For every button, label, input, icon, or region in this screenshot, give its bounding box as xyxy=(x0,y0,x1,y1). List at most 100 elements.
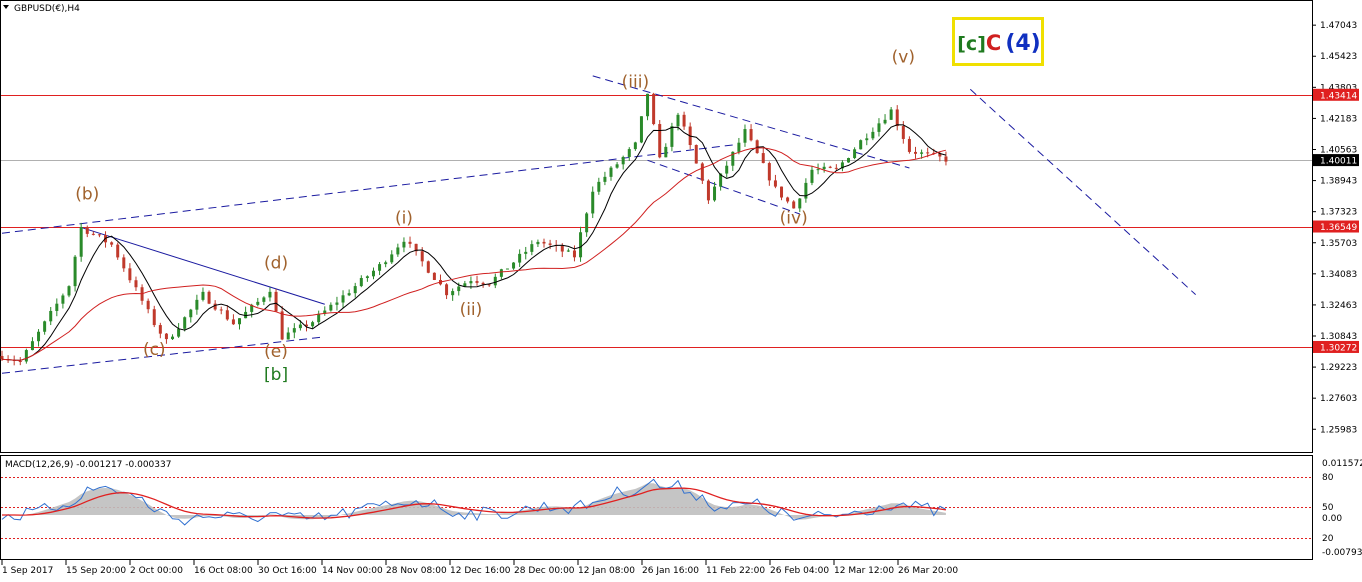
candle-body xyxy=(914,151,917,154)
candle-body xyxy=(244,311,248,319)
candle-body xyxy=(780,186,784,198)
candle-body xyxy=(694,145,698,164)
macd-indicator: 0.011572 80 500.00 20 -0.007936 xyxy=(1,459,1362,558)
candle-body xyxy=(566,250,570,252)
candle-body xyxy=(451,291,455,296)
candle-body xyxy=(804,182,808,199)
candle-body xyxy=(767,163,771,181)
candle-body xyxy=(840,162,844,169)
candles xyxy=(0,92,948,366)
candle-body xyxy=(743,129,747,143)
candle-body xyxy=(225,310,229,320)
macd-tick-label: 50 xyxy=(1322,503,1334,513)
wave-box-part2: C xyxy=(986,31,1001,55)
price-badge xyxy=(1313,340,1359,353)
candle-body xyxy=(597,181,601,192)
candle-body xyxy=(548,243,552,245)
candle-body xyxy=(475,281,479,283)
candle-body xyxy=(646,93,650,117)
wave-label: (i) xyxy=(395,209,413,229)
candle-body xyxy=(572,250,576,258)
candle-body xyxy=(907,138,911,152)
candle-body xyxy=(55,303,59,311)
candle-body xyxy=(542,241,546,244)
candle-body xyxy=(231,319,235,325)
trendline xyxy=(81,226,325,305)
candle-body xyxy=(499,269,503,277)
time-tick-label: 12 Dec 16:00 xyxy=(450,566,511,576)
candle-body xyxy=(390,254,394,263)
candle-body xyxy=(97,234,101,236)
time-tick-label: 12 Mar 12:00 xyxy=(834,566,894,576)
time-tick-label: 2 Oct 00:00 xyxy=(130,566,183,576)
candle-body xyxy=(158,325,162,334)
price-badge xyxy=(1313,154,1359,167)
candle-body xyxy=(286,332,290,340)
candle-body xyxy=(737,142,741,152)
time-tick-label: 28 Dec 00:00 xyxy=(514,566,575,576)
wave-box-part3: (4) xyxy=(1005,31,1040,56)
wave-label: (d) xyxy=(264,254,288,274)
candle-body xyxy=(810,169,814,183)
price-tick-label: 1.47043 xyxy=(1320,21,1357,31)
candle-body xyxy=(536,241,540,245)
candle-body xyxy=(116,244,120,258)
macd-tick-label: 0.00 xyxy=(1322,514,1342,524)
candle-body xyxy=(384,262,388,265)
time-tick-label: 28 Nov 08:00 xyxy=(386,566,447,576)
candle-body xyxy=(371,270,375,277)
candle-body xyxy=(110,242,114,245)
time-tick-label: 30 Oct 16:00 xyxy=(258,566,317,576)
macd-histogram xyxy=(2,483,946,520)
price-pane[interactable] xyxy=(0,0,1313,453)
wave-labels: (b) (c) (d) (e) [b] (i) (ii) (iii) (iv) (v) xyxy=(75,47,915,385)
candle-body xyxy=(49,310,53,322)
time-tick-label: 26 Jan 16:00 xyxy=(642,566,699,576)
symbol-title: GBPUSD(€),H4 xyxy=(14,4,80,14)
price-tick-label: 1.27603 xyxy=(1320,394,1357,404)
macd-signal-line xyxy=(2,487,946,519)
candle-body xyxy=(524,251,528,254)
dropdown-triangle-icon[interactable] xyxy=(3,5,9,9)
candle-body xyxy=(920,152,924,154)
candle-body xyxy=(219,309,223,311)
candle-body xyxy=(79,227,83,257)
candle-body xyxy=(609,167,613,177)
wave-label: (iii) xyxy=(622,72,649,92)
price-tick-label: 1.38943 xyxy=(1320,177,1357,187)
fast-ma-line xyxy=(1,124,947,361)
candle-body xyxy=(183,317,187,329)
candle-body xyxy=(91,233,95,235)
candle-body xyxy=(298,324,302,329)
macd-main-line xyxy=(1,478,947,526)
horizontal-levels xyxy=(1,95,1312,348)
candle-body xyxy=(335,302,339,305)
candle-body xyxy=(725,165,729,174)
candle-body xyxy=(317,313,321,323)
candle-body xyxy=(493,276,497,286)
candle-body xyxy=(530,244,534,252)
price-tick-label: 1.42183 xyxy=(1320,114,1357,124)
candle-body xyxy=(43,321,47,332)
candle-body xyxy=(792,201,796,209)
candle-body xyxy=(731,151,735,166)
candle-body xyxy=(469,281,473,284)
candle-body xyxy=(359,278,363,287)
candle-body xyxy=(834,167,838,169)
candle-body xyxy=(426,261,430,273)
candle-body xyxy=(323,310,327,314)
time-axis: 1 Sep 2017 15 Sep 20:00 2 Oct 00:00 16 Oct … xyxy=(1,560,958,576)
candle-body xyxy=(347,293,351,296)
candle-body xyxy=(627,149,631,157)
candle-body xyxy=(18,361,22,363)
wave-label: (ii) xyxy=(460,300,483,320)
wave-label: (e) xyxy=(264,342,288,362)
candle-body xyxy=(457,286,461,292)
candle-body xyxy=(761,153,765,164)
time-tick-label: 14 Nov 00:00 xyxy=(322,566,383,576)
candle-body xyxy=(152,309,156,326)
candle-body xyxy=(579,232,583,258)
candle-body xyxy=(146,300,150,310)
candle-body xyxy=(341,295,345,303)
